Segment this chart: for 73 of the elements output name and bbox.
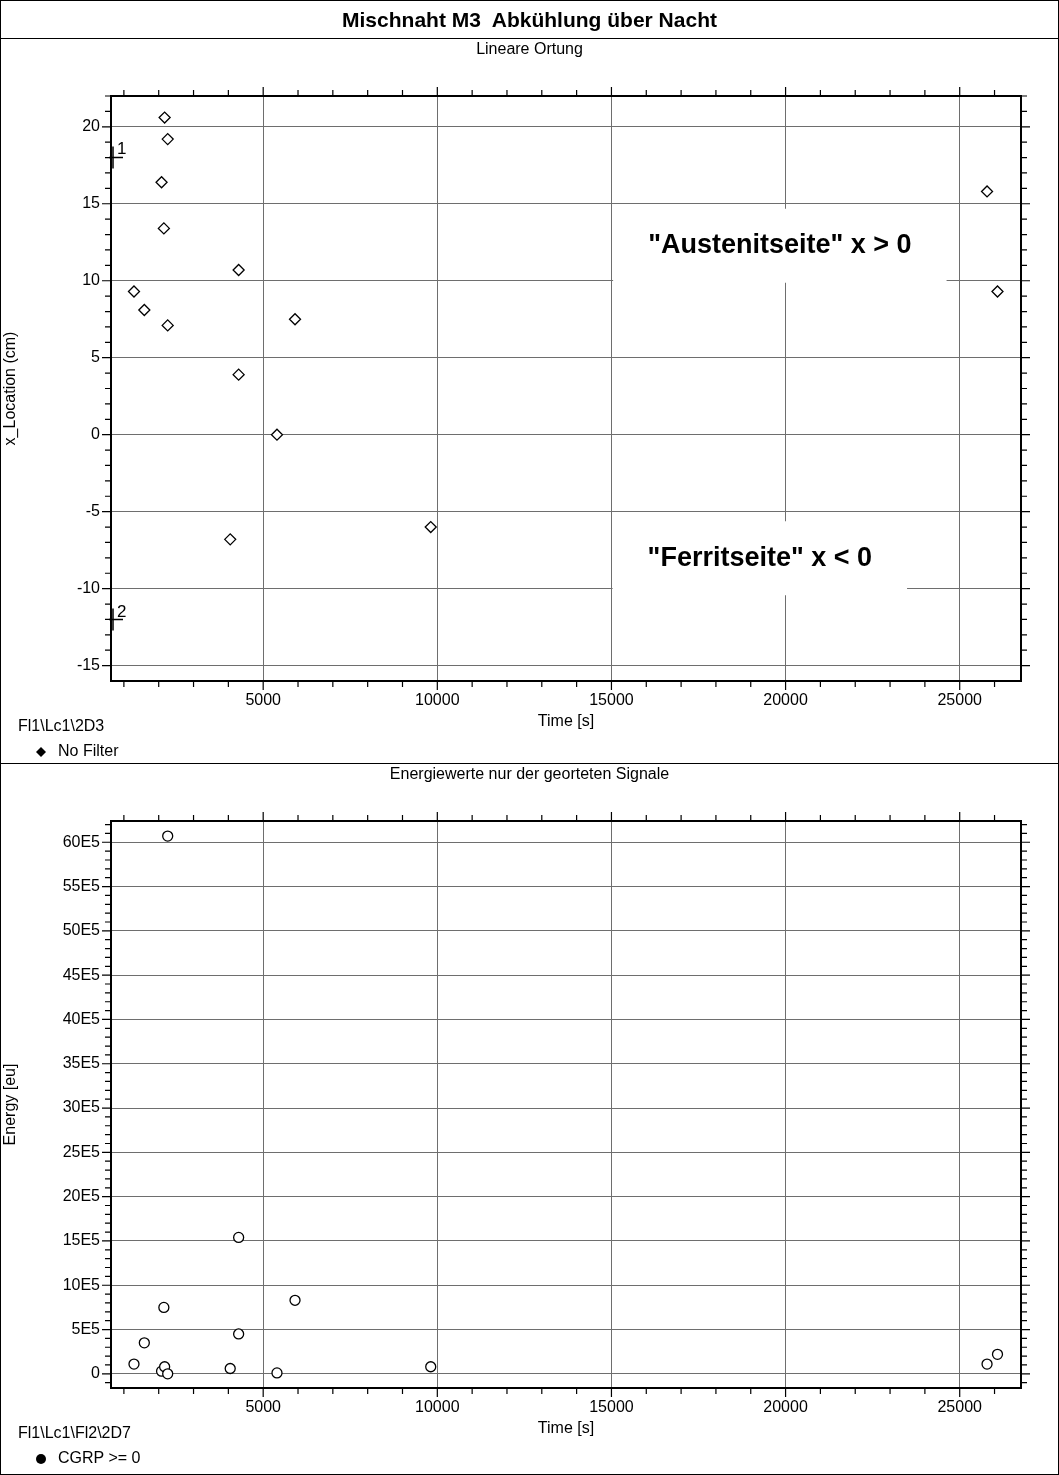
point [155,176,168,189]
x-tick-label: 5000 [245,691,282,709]
y-tick-label: 35E5 [62,1054,101,1072]
chart-title: Energiewerte nur der georteten Signale [389,765,670,783]
point [224,533,237,546]
point [158,111,171,124]
text: Fl1\Lc1\Fl2\2D7 [18,1424,132,1442]
y-tick-label: 5E5 [71,1319,101,1337]
point [128,1358,140,1370]
point [270,428,284,441]
x-tick-label: 20000 [763,691,808,709]
point [232,263,245,277]
point [232,1328,245,1340]
y-tick-label: 45E5 [62,965,101,983]
point [289,1294,301,1306]
legend-label: CGRP >= 0 [58,1449,141,1467]
annotation: "Ferritseite" x < 0 [647,541,873,572]
annotation: "Austenitseite" x > 0 [648,229,912,260]
y-tick-label: 25E5 [62,1142,101,1160]
x-tick-label: 20000 [763,1398,808,1416]
text: Fl1\Lc1\2D3 [18,717,105,735]
chart-title: Mischnaht M3 Abkühlung über Nacht [1,1,1058,39]
point [138,1337,150,1349]
annotation: 2 [117,601,127,621]
point [991,285,1004,298]
y-axis-title: Energy [eu] [1,1063,19,1146]
y-tick-label: 0 [91,425,101,443]
y-tick-label: 20 [82,117,101,135]
x-tick-label: 25000 [937,691,983,709]
point [161,319,174,332]
y-tick-label: 40E5 [62,1009,101,1027]
point [980,185,994,198]
x-axis-title: Time [s] [537,1418,595,1436]
x-tick-label: 15000 [589,1398,634,1416]
point [232,368,245,381]
x-tick-label: 5000 [245,1398,282,1416]
y-tick-label: -10 [76,579,101,597]
x-axis-title: Time [s] [537,711,595,729]
x-tick-label: 15000 [589,691,634,709]
point [271,1367,283,1379]
point [991,1348,1004,1360]
y-tick-label: 20E5 [62,1187,101,1205]
point [162,1368,174,1380]
x-tick-label: 25000 [937,1398,983,1416]
point [288,313,302,326]
point [232,1231,245,1244]
y-tick-label: 60E5 [62,832,101,850]
x-tick-label: 10000 [415,1398,460,1416]
y-tick-label: 0 [91,1364,101,1382]
y-tick-label: 50E5 [62,921,101,939]
point [158,1301,170,1314]
y-tick-label: 15E5 [62,1231,101,1249]
point [424,520,437,534]
point [162,830,174,842]
chart-subtitle: Lineare Ortung [476,40,583,58]
y-tick-label: 5 [91,348,101,366]
y-tick-label: 10E5 [62,1275,101,1293]
point [157,222,171,235]
point [981,1358,993,1370]
y-tick-label: 10 [82,271,101,289]
y-tick-label: -15 [76,656,101,674]
point [224,1362,236,1375]
point [161,132,174,146]
x-tick-label: 10000 [415,691,460,709]
y-tick-label: 30E5 [62,1098,101,1116]
point [425,1361,437,1373]
annotation: 1 [117,139,127,159]
y-tick-label: 15 [82,194,101,212]
y-axis-title: x_Location (cm) [1,331,20,446]
point [138,303,151,317]
y-tick-label: -5 [85,502,101,520]
y-tick-label: 55E5 [62,876,101,894]
legend-label: No Filter [58,742,120,760]
